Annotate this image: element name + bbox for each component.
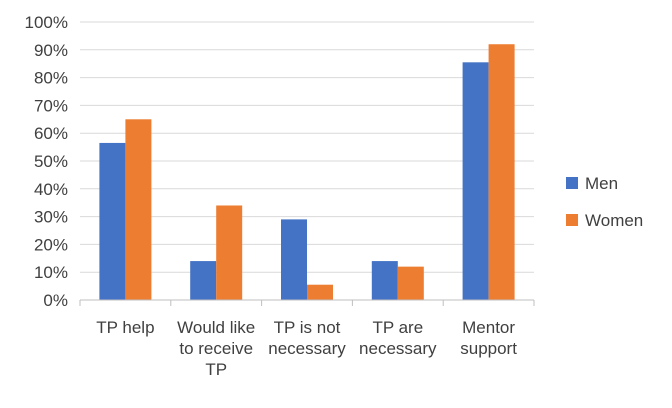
x-category-label: TP help	[96, 318, 154, 337]
legend-label-men: Men	[585, 174, 618, 193]
y-tick-label: 50%	[34, 152, 68, 171]
x-category-label: TP are necessary	[359, 318, 437, 358]
bar-men-0	[99, 142, 126, 300]
bar-women-1	[216, 205, 243, 300]
y-tick-label: 100%	[25, 13, 68, 32]
y-tick-label: 60%	[34, 124, 68, 143]
x-category-labels: TP help Would like to receive TP TP is not ne…	[96, 318, 517, 379]
axes	[79, 299, 535, 306]
gridlines	[80, 21, 534, 273]
bar-men-2	[281, 219, 307, 300]
bar-men-3	[371, 261, 398, 300]
bars	[99, 44, 515, 301]
y-tick-label: 90%	[34, 41, 68, 60]
x-category-label: TP is not necessary	[268, 318, 346, 358]
legend-label-women: Women	[585, 211, 643, 230]
legend-swatch-men	[566, 177, 578, 189]
bar-men-1	[190, 261, 217, 300]
y-tick-label: 80%	[34, 69, 68, 88]
x-category-label: Mentor support	[460, 318, 517, 358]
y-tick-label: 20%	[34, 235, 68, 254]
y-tick-label: 40%	[34, 180, 68, 199]
y-tick-label: 70%	[34, 96, 68, 115]
bar-women-3	[397, 266, 424, 300]
bar-women-0	[125, 119, 152, 300]
bar-women-4	[488, 44, 515, 300]
bar-women-2	[307, 284, 333, 300]
legend-swatch-women	[566, 214, 578, 226]
y-tick-label: 30%	[34, 208, 68, 227]
y-tick-label: 10%	[34, 263, 68, 282]
bar-men-4	[462, 62, 489, 301]
y-tick-labels: 0% 10% 20% 30% 40% 50% 60% 70% 80% 90% 100%	[25, 13, 68, 310]
legend: Men Women	[566, 174, 643, 230]
x-category-label: Would like to receive TP	[177, 318, 255, 379]
y-tick-label: 0%	[43, 291, 68, 310]
